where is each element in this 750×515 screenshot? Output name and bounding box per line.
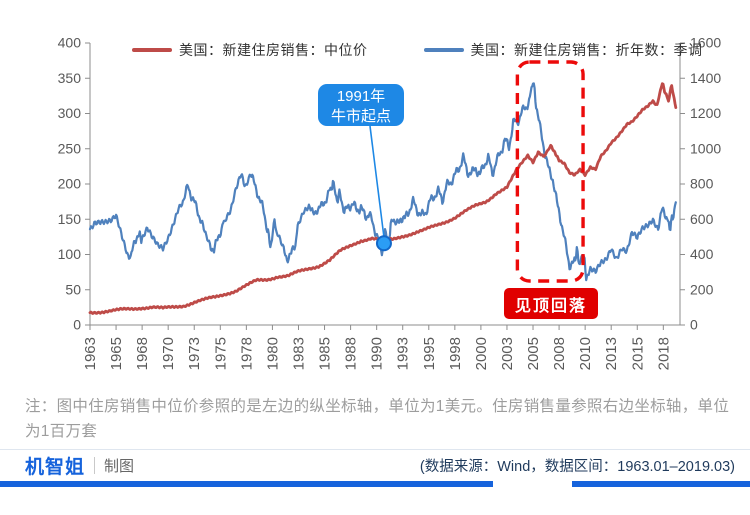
svg-text:400: 400	[690, 246, 714, 262]
footer-divider	[0, 449, 750, 450]
svg-text:200: 200	[690, 281, 714, 297]
svg-text:2000: 2000	[473, 337, 490, 370]
svg-text:1968: 1968	[134, 337, 151, 370]
svg-text:250: 250	[58, 140, 82, 156]
logo-separator	[94, 456, 96, 474]
legend-label-sales-volume: 美国：新建住房销售：折年数：季调	[470, 42, 703, 58]
svg-text:2013: 2013	[603, 337, 620, 370]
chart-legend: 美国：新建住房销售：中位价 美国：新建住房销售：折年数：季调	[132, 40, 703, 60]
callout-1991-bull-market: 1991年 牛市起点	[318, 84, 404, 126]
footer: 机智姐 制图 (数据来源：Wind，数据区间：1963.01–2019.03)	[25, 453, 735, 478]
svg-text:200: 200	[58, 176, 82, 192]
svg-text:800: 800	[690, 176, 714, 192]
svg-text:1988: 1988	[343, 337, 360, 370]
svg-text:1983: 1983	[290, 337, 307, 370]
svg-text:1400: 1400	[690, 70, 721, 86]
svg-text:100: 100	[58, 246, 82, 262]
callout-line-2: 牛市起点	[330, 108, 391, 125]
svg-text:1600: 1600	[690, 35, 721, 51]
svg-text:0: 0	[73, 317, 81, 333]
svg-text:1980: 1980	[264, 337, 281, 370]
svg-text:2008: 2008	[551, 337, 568, 370]
svg-text:1998: 1998	[447, 337, 464, 370]
svg-text:150: 150	[58, 211, 82, 227]
logo-suffix: 制图	[104, 457, 135, 475]
footnote: 注：图中住房销售中位价参照的是左边的纵坐标轴，单位为1美元。住房销售量参照右边坐…	[25, 398, 730, 441]
svg-text:1963: 1963	[82, 337, 99, 370]
svg-text:1965: 1965	[108, 337, 125, 370]
svg-text:1993: 1993	[395, 337, 412, 370]
svg-text:1985: 1985	[317, 337, 334, 370]
svg-text:1995: 1995	[421, 337, 438, 370]
data-source: (数据来源：Wind，数据区间：1963.01–2019.03)	[419, 458, 735, 475]
blue-line-swatch	[423, 48, 464, 52]
footer-bar-right	[572, 481, 750, 487]
svg-text:2015: 2015	[629, 337, 646, 370]
svg-text:1970: 1970	[160, 337, 177, 370]
svg-text:1978: 1978	[238, 337, 255, 370]
svg-text:2005: 2005	[525, 337, 542, 370]
svg-text:350: 350	[58, 70, 82, 86]
legend-label-median-price: 美国：新建住房销售：中位价	[179, 42, 368, 58]
svg-text:50: 50	[65, 281, 81, 297]
svg-text:2003: 2003	[499, 337, 516, 370]
callout-line-1: 1991年	[336, 88, 386, 105]
red-line-swatch	[132, 48, 172, 52]
svg-text:400: 400	[58, 35, 82, 51]
svg-text:2010: 2010	[577, 337, 594, 370]
svg-text:300: 300	[58, 105, 82, 121]
svg-text:600: 600	[690, 211, 714, 227]
svg-text:1200: 1200	[690, 105, 721, 121]
peak-decline-label: 见顶回落	[504, 288, 598, 319]
svg-text:0: 0	[690, 317, 698, 333]
legend-item-sales-volume: 美国：新建住房销售：折年数：季调	[423, 40, 703, 60]
housing-chart: 400 350 300 250 200 150 100 50 0 1600 1400 1200 1000…	[58, 35, 722, 371]
legend-item-median-price: 美国：新建住房销售：中位价	[132, 40, 368, 60]
svg-text:2018: 2018	[655, 337, 672, 370]
svg-text:1990: 1990	[369, 337, 386, 370]
svg-text:1975: 1975	[212, 337, 229, 370]
brand-logo: 机智姐	[25, 456, 86, 478]
footer-bar-left	[0, 481, 493, 487]
svg-text:1000: 1000	[690, 140, 721, 156]
svg-text:1973: 1973	[186, 337, 203, 370]
